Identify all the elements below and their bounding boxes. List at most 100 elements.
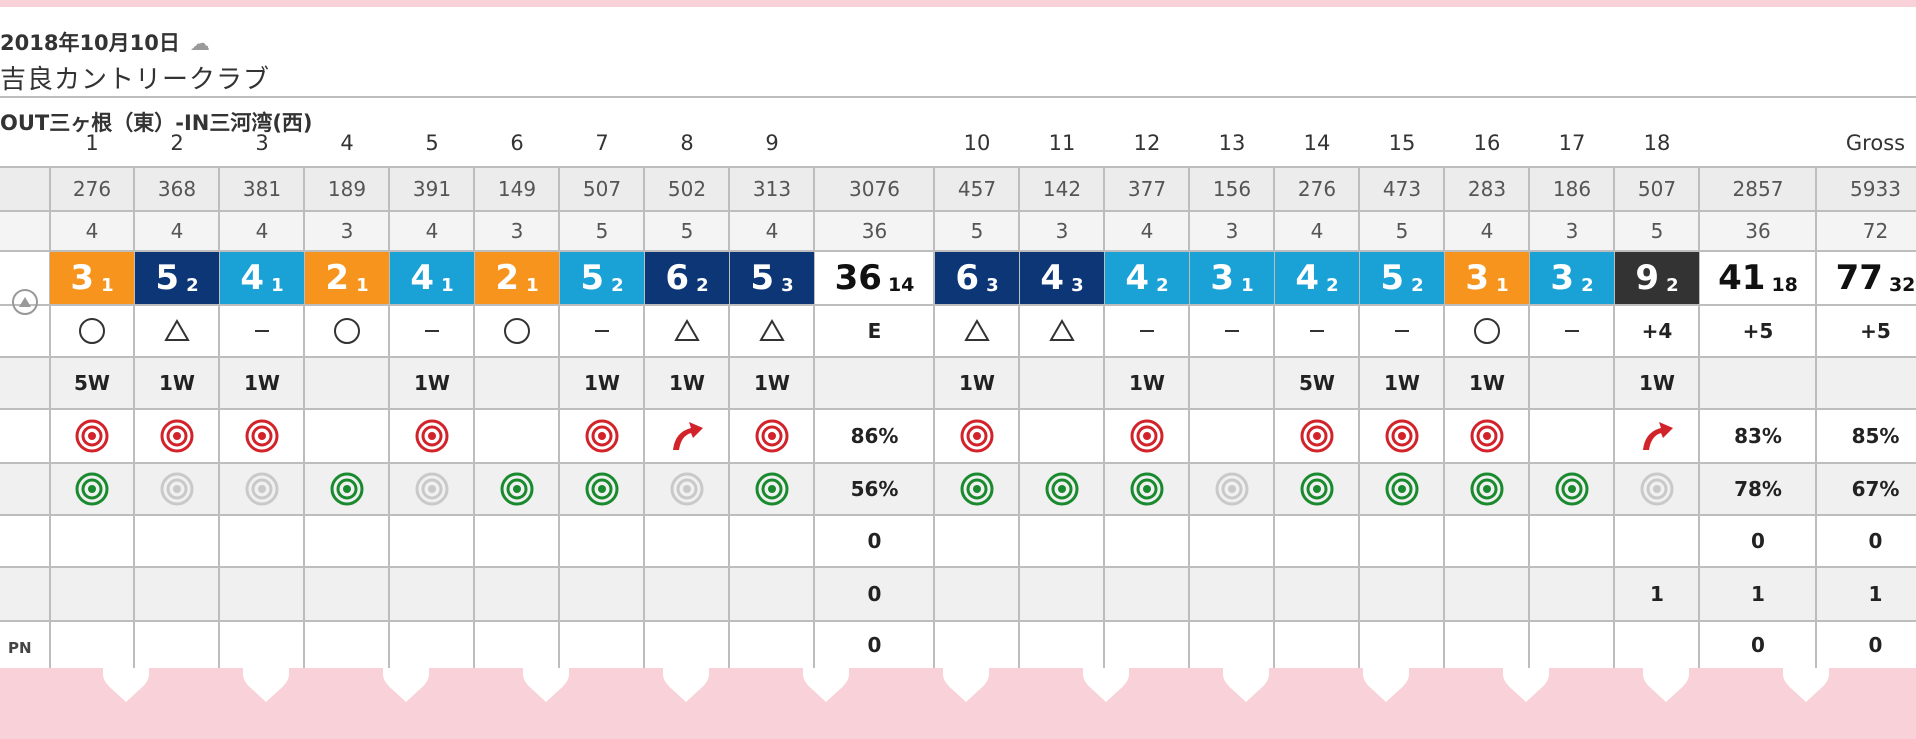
collapse-button[interactable] — [12, 289, 38, 315]
putts-value: 2 — [186, 274, 199, 296]
stat-cell — [935, 516, 1019, 566]
column-divider — [643, 166, 645, 668]
stat-cell — [1445, 568, 1529, 620]
par-value: 4 — [255, 219, 269, 243]
club-cell — [1190, 358, 1274, 408]
row-divider — [0, 166, 1916, 168]
stat-cell — [1445, 516, 1529, 566]
score-value: 4 — [1125, 258, 1150, 298]
putts-value: 1 — [271, 274, 284, 296]
result-mark-cell — [1105, 306, 1189, 356]
gir-miss-icon — [1640, 472, 1674, 506]
yardage-value: 502 — [667, 177, 707, 201]
stat-cell — [220, 516, 304, 566]
penalty-cell — [730, 622, 814, 668]
hole-number: 12 — [1133, 131, 1161, 155]
score-value: 5 — [155, 258, 180, 298]
putts-value: 2 — [1411, 274, 1424, 296]
par-cell: 5 — [645, 212, 729, 250]
yardage-cell: 186 — [1530, 168, 1614, 210]
gir-percent: 78% — [1734, 477, 1782, 501]
circle-mark-icon — [334, 318, 360, 344]
fairway-pct-cell: 83% — [1700, 410, 1816, 462]
hole-number: 4 — [340, 131, 354, 155]
column-divider — [1273, 166, 1275, 668]
penalty-cell: 0 — [815, 622, 934, 668]
gir-miss-icon — [1215, 472, 1249, 506]
gir-cell — [935, 464, 1019, 514]
yardage-cell: 368 — [135, 168, 219, 210]
stat-cell: 1 — [1700, 568, 1816, 620]
penalty-cell — [560, 622, 644, 668]
fairway-cell — [220, 410, 304, 462]
par-value: 4 — [1310, 219, 1324, 243]
heart-icon — [383, 668, 429, 702]
club-cell: 1W — [730, 358, 814, 408]
gir-miss-icon — [160, 472, 194, 506]
penalty-cell — [390, 622, 474, 668]
row-background — [0, 358, 1916, 408]
dash-mark-icon — [1310, 330, 1324, 332]
score-value: 3 — [1210, 258, 1235, 298]
club-value: 1W — [414, 371, 450, 395]
fairway-hit-icon — [160, 419, 194, 453]
club-value: 1W — [959, 371, 995, 395]
fairway-cell — [560, 410, 644, 462]
par-cell: 5 — [560, 212, 644, 250]
hole-number: 10 — [963, 131, 991, 155]
club-cell: 1W — [935, 358, 1019, 408]
par-value: 3 — [1565, 219, 1579, 243]
par-cell: 4 — [1275, 212, 1359, 250]
column-divider — [218, 166, 220, 668]
fairway-hit-icon — [755, 419, 789, 453]
divider — [0, 96, 1916, 98]
gir-cell — [1190, 464, 1274, 514]
hole-number: 3 — [255, 131, 269, 155]
stat-cell — [475, 516, 559, 566]
yardage-cell: 156 — [1190, 168, 1274, 210]
dash-mark-icon — [1225, 330, 1239, 332]
hole-number: 15 — [1388, 131, 1416, 155]
penalty-cell — [50, 622, 134, 668]
result-mark-cell — [935, 306, 1019, 356]
result-mark-cell — [220, 306, 304, 356]
stat-total: 0 — [1868, 529, 1883, 553]
gir-cell — [390, 464, 474, 514]
putts-value: 1 — [356, 274, 369, 296]
gir-cell — [305, 464, 389, 514]
club-cell: 5W — [50, 358, 134, 408]
heart-icon — [243, 668, 289, 702]
triangle-mark-icon — [674, 319, 700, 341]
gir-hit-icon — [330, 472, 364, 506]
gir-cell — [475, 464, 559, 514]
penalty-cell: 0 — [1817, 622, 1916, 668]
heart-icon — [1363, 668, 1409, 702]
par-cell: 3 — [1020, 212, 1104, 250]
yardage-value: 156 — [1212, 177, 1252, 201]
par-cell: 5 — [1360, 212, 1444, 250]
course-name: OUT三ヶ根（東）-IN三河湾(西) — [0, 111, 313, 135]
score-value: 5 — [750, 258, 775, 298]
penalty-cell — [1530, 622, 1614, 668]
heart-icon — [803, 668, 849, 702]
fairway-hit-icon — [245, 419, 279, 453]
total-yardage-cell: 3076 — [815, 168, 934, 210]
